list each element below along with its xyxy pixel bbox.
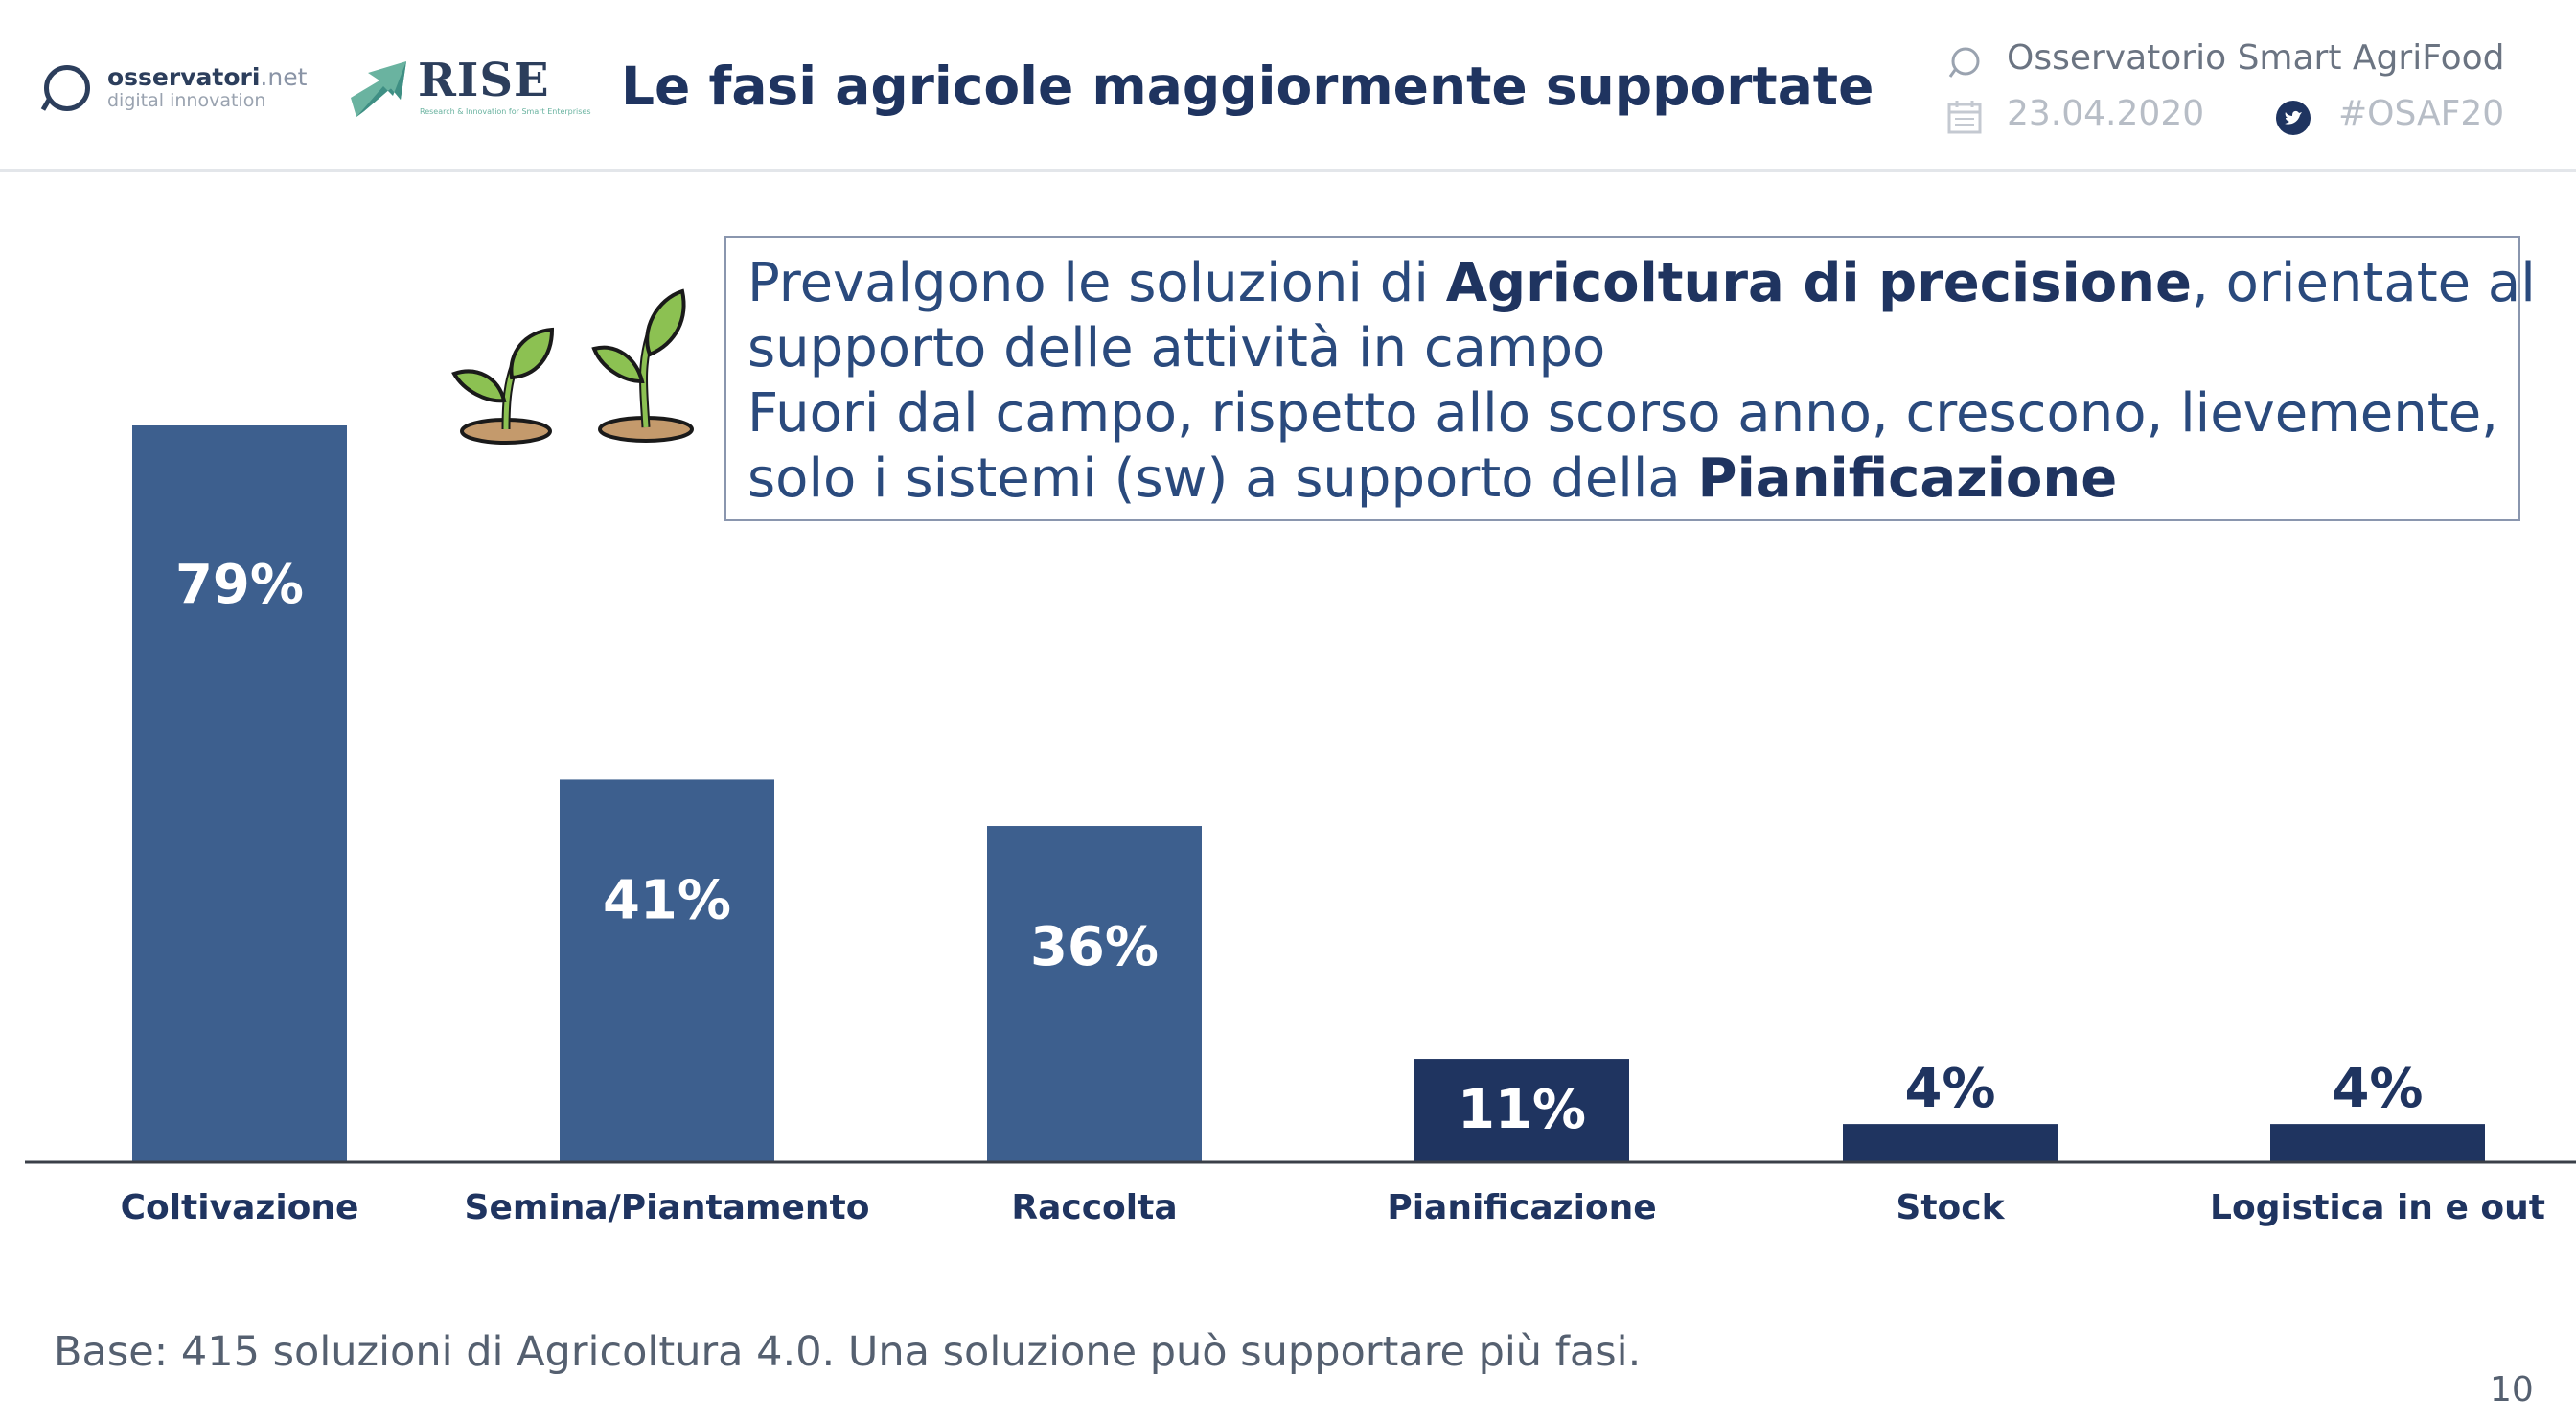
twitter-icon: [2276, 101, 2311, 135]
category-label: Pianificazione: [1387, 1188, 1656, 1227]
bar-chart: 79% Coltivazione 41% Semina/Piantamento 36% R…: [25, 425, 2576, 1227]
category-label: Logistica in e out: [2210, 1188, 2545, 1227]
category-label: Coltivazione: [121, 1188, 359, 1227]
bar-value-label: 11%: [1458, 1079, 1586, 1141]
callout-line-2: supporto delle attività in campo: [748, 317, 1606, 379]
plant-sprouts-icon: [451, 288, 694, 445]
bar-value-label: 4%: [1904, 1058, 1995, 1120]
category-label: Stock: [1896, 1188, 2005, 1227]
rise-logo-tagline: Research & Innovation for Smart Enterpri…: [420, 107, 591, 116]
event-date: 23.04.2020: [2007, 94, 2205, 133]
callout-emphasis-planning: Pianificazione: [1697, 447, 2118, 510]
bar-value-label: 4%: [2332, 1058, 2423, 1120]
bar-raccolta: [987, 826, 1202, 1161]
category-label: Semina/Piantamento: [465, 1188, 870, 1227]
callout-emphasis-precision: Agricoltura di precisione: [1445, 252, 2193, 314]
bar-logistica-in-e-out: [2270, 1124, 2485, 1161]
bar-semina-piantamento: [560, 779, 774, 1161]
base-note: Base: 415 soluzioni di Agricoltura 4.0. …: [54, 1328, 1642, 1376]
category-label: Raccolta: [1011, 1188, 1177, 1227]
insight-callout: Prevalgono le soluzioni di Agricoltura d…: [724, 236, 2536, 521]
observatory-name: Osservatorio Smart AgriFood: [2007, 38, 2505, 78]
callout-line-1: Prevalgono le soluzioni di Agricoltura d…: [748, 252, 2536, 314]
bar-value-label: 36%: [1030, 916, 1159, 978]
bar-coltivazione: [132, 425, 347, 1161]
callout-line-3: Fuori dal campo, rispetto allo scorso an…: [748, 382, 2498, 445]
event-hashtag: #OSAF20: [2338, 94, 2505, 133]
bar-value-label: 41%: [603, 869, 731, 931]
chat-bubble-icon: [1948, 47, 1980, 78]
callout-line-4: solo i sistemi (sw) a supporto della Pia…: [748, 447, 2118, 510]
logo-oss-name: osservatori: [107, 63, 261, 91]
bar-stock: [1843, 1124, 2058, 1161]
bar-pianificazione: [1414, 1059, 1629, 1161]
page-number: 10: [2490, 1370, 2534, 1409]
rise-logo: RISE Research & Innovation for Smart Ent…: [351, 54, 591, 126]
slide-header: osservatori.net digital innovation RISE …: [0, 0, 2576, 172]
speech-bubble-icon: [44, 65, 90, 111]
rise-arrow-icon: [351, 61, 406, 117]
calendar-icon: [1947, 101, 1982, 134]
page-title: Le fasi agricole maggiormente supportate: [621, 56, 1874, 117]
bar-value-label: 79%: [175, 554, 304, 616]
logo-oss-tagline: digital innovation: [107, 90, 266, 111]
osservatori-logo: osservatori.net digital innovation: [44, 61, 312, 119]
logo-oss-net: .net: [260, 63, 308, 91]
rise-logo-text: RISE: [418, 54, 550, 107]
